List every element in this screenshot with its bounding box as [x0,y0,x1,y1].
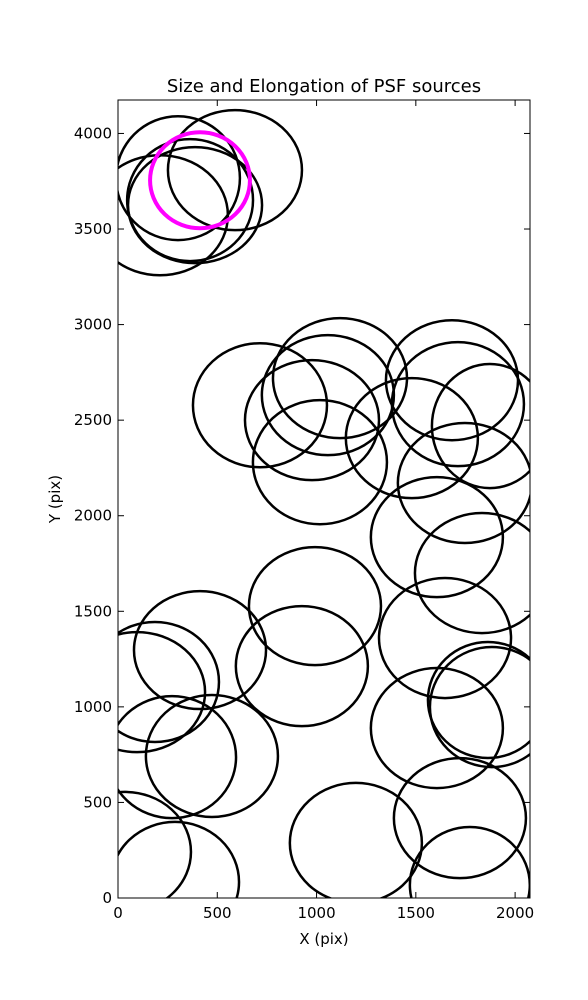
source-ellipse [377,576,513,700]
source-ellipse [430,362,530,490]
y-tick-label: 4000 [74,124,112,142]
source-ellipse [126,145,264,265]
source-ellipse [132,589,268,711]
y-tick-label: 1500 [74,602,112,620]
highlight-ellipse [148,130,252,231]
source-ellipse [369,475,505,599]
y-tick-label: 500 [83,793,112,811]
y-axis-label: Y (pix) [46,475,64,524]
source-ellipse [118,115,242,242]
source-ellipse [166,108,304,232]
x-axis-label: X (pix) [299,930,348,948]
source-ellipse [243,358,381,482]
source-ellipse [118,620,221,744]
source-ellipse [390,340,526,468]
x-tick-label: 1000 [297,904,335,922]
y-tick-label: 0 [102,889,112,907]
source-ellipse [251,398,389,526]
source-ellipse [288,781,424,898]
source-ellipse [260,333,396,457]
source-ellipse [426,640,530,760]
source-ellipse [396,421,530,545]
x-tick-label: 0 [113,904,123,922]
y-tick-label: 3500 [74,220,112,238]
y-tick-label: 2500 [74,411,112,429]
x-tick-label: 2000 [496,904,534,922]
y-tick-label: 2000 [74,507,112,525]
source-ellipse [234,604,370,728]
source-ellipse [118,694,238,820]
axes-frame [117,99,531,899]
x-tick-label: 500 [203,904,232,922]
source-ellipse [344,376,480,500]
source-ellipse [413,511,530,635]
source-ellipse [428,645,530,769]
x-tick-label: 1500 [397,904,435,922]
source-ellipse [369,666,505,790]
source-ellipse [118,630,207,754]
source-ellipse [118,820,241,898]
source-ellipse [191,341,329,469]
chart-title: Size and Elongation of PSF sources [167,76,481,97]
source-ellipse [144,693,280,819]
source-ellipse [118,790,193,898]
source-ellipse [247,545,383,667]
source-ellipse [392,756,528,880]
plot-area [118,108,530,898]
y-tick-label: 1000 [74,698,112,716]
y-tick-label: 3000 [74,316,112,334]
